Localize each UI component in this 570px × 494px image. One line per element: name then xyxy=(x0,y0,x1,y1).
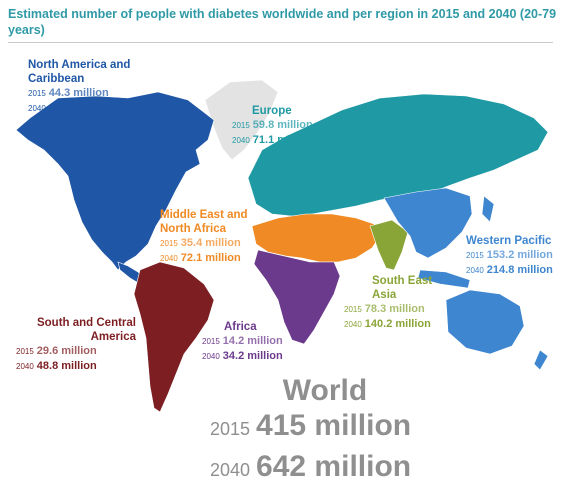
chart-title: Estimated number of people with diabetes… xyxy=(8,7,557,37)
region-value-2040: 2040 48.8 million xyxy=(16,360,97,372)
region-value-2015: 2015 35.4 million xyxy=(160,237,241,249)
title-divider xyxy=(8,42,553,43)
region-value-2040: 2040 34.2 million xyxy=(202,350,283,362)
region-value-2015: 2015 78.3 million xyxy=(344,303,425,315)
region-value-2040: 2040 71.1 million xyxy=(232,134,313,146)
region-shape-south-east-asia xyxy=(369,219,409,271)
region-value-2040: 2040 214.8 million xyxy=(466,264,553,276)
region-name: South East Asia xyxy=(372,275,433,301)
region-shape-south-america xyxy=(133,261,215,413)
region-value-2015: 2015 153.2 million xyxy=(466,249,553,261)
region-shape-australia xyxy=(445,289,525,355)
region-name: Western Pacific xyxy=(466,235,552,247)
region-value-2015: 2015 29.6 million xyxy=(16,345,97,357)
region-shape-new-zealand xyxy=(533,349,549,371)
region-shape-middle-east xyxy=(251,213,381,263)
world-value-2040: 2040 642 million xyxy=(210,450,412,483)
region-shape-europe xyxy=(247,93,549,217)
label-south-east-asia: South East Asia 2015 78.3 million 2040 140… xyxy=(344,274,454,332)
region-value-2040: 2040 72.1 million xyxy=(160,252,241,264)
region-shape-africa xyxy=(253,249,341,345)
region-shape-greenland xyxy=(204,79,279,161)
label-europe: Europe 2015 59.8 million 2040 71.1 million xyxy=(232,104,313,148)
region-name: Africa xyxy=(224,321,257,333)
label-south-america: South and Central America 2015 29.6 milli… xyxy=(16,316,136,374)
region-value-2015: 2015 59.8 million xyxy=(232,119,313,131)
region-value-2015: 2015 44.3 million xyxy=(28,87,109,99)
region-shape-indonesia xyxy=(417,269,471,289)
world-total: World 2015 415 million 2040 642 million xyxy=(210,374,440,490)
label-north-america: North America and Caribbean 2015 44.3 mil… xyxy=(28,58,168,116)
region-name: Middle East and North Africa xyxy=(160,209,248,235)
label-western-pacific: Western Pacific 2015 153.2 million 2040 21… xyxy=(466,234,553,278)
label-middle-east: Middle East and North Africa 2015 35.4 mi… xyxy=(160,208,280,266)
region-shape-north-america xyxy=(15,91,215,271)
world-value-2015: 2015 415 million xyxy=(210,409,412,442)
region-value-2015: 2015 14.2 million xyxy=(202,335,283,347)
region-shape-japan xyxy=(481,195,495,223)
region-name: North America and Caribbean xyxy=(28,59,131,85)
region-value-2040: 2040 140.2 million xyxy=(344,318,431,330)
region-name: Europe xyxy=(252,105,292,117)
label-africa: Africa 2015 14.2 million 2040 34.2 million xyxy=(202,320,283,364)
region-value-2040: 2040 60.5 million xyxy=(28,102,109,114)
world-title: World xyxy=(282,374,368,407)
region-shape-western-pacific xyxy=(383,187,473,259)
region-name: South and Central America xyxy=(36,317,136,343)
